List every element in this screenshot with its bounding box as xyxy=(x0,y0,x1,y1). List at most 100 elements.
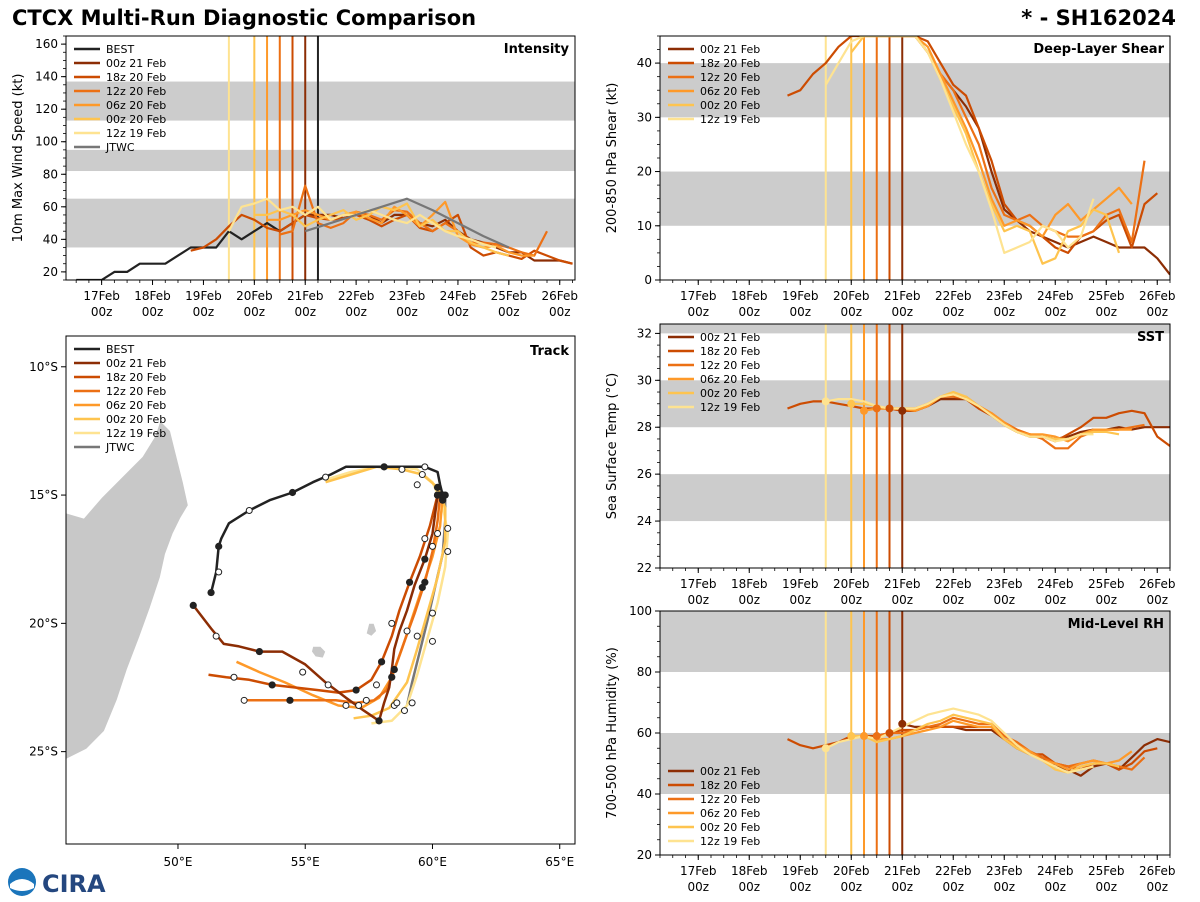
track-xtick-label: 65°E xyxy=(545,855,574,869)
rh-xtick-label: 00z xyxy=(687,880,709,894)
rh-threshold-band xyxy=(660,611,1170,672)
track-position-marker-open xyxy=(400,707,408,715)
sst-xtick-label: 24Feb xyxy=(1037,577,1074,591)
track-position-marker-open xyxy=(418,471,426,479)
sst-init-marker-00z-20-feb xyxy=(847,399,856,408)
track-position-marker-open xyxy=(322,473,330,481)
track-legend-label-00z-20-feb: 00z 20 Feb xyxy=(106,413,166,426)
track-position-marker xyxy=(375,717,383,725)
track-position-marker-open xyxy=(408,699,416,707)
rh-xtick-label: 24Feb xyxy=(1037,864,1074,878)
shear-xtick-label: 17Feb xyxy=(680,289,717,303)
track-series-best xyxy=(209,465,444,593)
track-position-marker-open xyxy=(421,463,429,471)
sst-ytick-label: 24 xyxy=(637,514,652,528)
track-legend-label-06z-20-feb: 06z 20 Feb xyxy=(106,399,166,412)
sst-xtick-label: 00z xyxy=(942,593,964,607)
intensity-xtick-label: 00z xyxy=(294,305,316,319)
track-position-marker-open xyxy=(362,696,370,704)
shear-threshold-band xyxy=(660,171,1170,226)
rh-legend-label-06z-20-feb: 06z 20 Feb xyxy=(700,807,760,820)
intensity-xtick-label: 00z xyxy=(193,305,215,319)
track-position-marker-open xyxy=(324,681,332,689)
rh-xtick-label: 00z xyxy=(789,880,811,894)
track-position-marker-open xyxy=(444,524,452,532)
intensity-legend-label-best: BEST xyxy=(106,43,134,56)
shear-title: Deep-Layer Shear xyxy=(1033,42,1164,57)
rh-ytick-label: 80 xyxy=(637,665,652,679)
rh-xtick-label: 17Feb xyxy=(680,864,717,878)
track-legend-label-12z-20-feb: 12z 20 Feb xyxy=(106,385,166,398)
shear-legend-label-12z-19-feb: 12z 19 Feb xyxy=(700,113,760,126)
rh-ylabel: 700-500 hPa Humidity (%) xyxy=(605,647,620,819)
track-legend-label-best: BEST xyxy=(106,343,134,356)
shear-legend-label-00z-20-feb: 00z 20 Feb xyxy=(700,99,760,112)
track-position-marker xyxy=(418,583,426,592)
track-xtick-label: 55°E xyxy=(291,855,320,869)
sst-ytick-label: 26 xyxy=(637,467,652,481)
rh-ytick-label: 20 xyxy=(637,848,652,862)
intensity-series-18z-20-feb xyxy=(190,213,573,265)
intensity-ytick-label: 120 xyxy=(35,102,58,116)
rh-xtick-label: 00z xyxy=(891,880,913,894)
intensity-legend-label-00z-21-feb: 00z 21 Feb xyxy=(106,57,166,70)
shear-xtick-label: 00z xyxy=(1095,305,1117,319)
rh-xtick-label: 26Feb xyxy=(1139,864,1176,878)
intensity-title: Intensity xyxy=(504,42,570,57)
track-position-marker-open xyxy=(299,668,307,676)
track-position-marker xyxy=(405,578,414,586)
track-position-marker xyxy=(207,588,215,597)
sst-xtick-label: 20Feb xyxy=(833,577,870,591)
sst-series-12z-19-feb xyxy=(825,393,1094,443)
shear-ytick-label: 20 xyxy=(637,165,652,179)
shear-ylabel: 200-850 hPa Shear (kt) xyxy=(605,83,620,234)
shear-xtick-label: 22Feb xyxy=(935,289,972,303)
track-position-marker xyxy=(215,542,223,550)
shear-xtick-label: 00z xyxy=(687,305,709,319)
sst-plot-area xyxy=(660,324,1170,568)
sst-ytick-label: 22 xyxy=(637,561,652,575)
sst-xtick-label: 25Feb xyxy=(1088,577,1125,591)
sst-xtick-label: 00z xyxy=(840,593,862,607)
rh-xtick-label: 25Feb xyxy=(1088,864,1125,878)
intensity-plot-area xyxy=(66,36,575,280)
rh-legend-label-12z-20-feb: 12z 20 Feb xyxy=(700,793,760,806)
track-position-marker-open xyxy=(403,627,411,635)
track-position-marker-open xyxy=(421,535,429,543)
track-position-marker xyxy=(388,673,396,681)
intensity-ytick-label: 20 xyxy=(43,265,58,279)
panel-intensity: 20 40 60 80 100 120 140 160 17Feb 00z 18Feb 00z 19Fe… xyxy=(11,35,578,319)
shear-xtick-label: 25Feb xyxy=(1088,289,1125,303)
land-madagascar xyxy=(66,420,189,760)
shear-ytick-label: 10 xyxy=(637,219,652,233)
sst-init-marker-00z-21-feb xyxy=(898,406,907,415)
track-position-marker xyxy=(433,483,442,491)
rh-xtick-label: 18Feb xyxy=(731,864,768,878)
track-position-marker xyxy=(189,601,197,609)
track-title: Track xyxy=(530,344,569,359)
rh-series-12z-19-feb xyxy=(825,707,1094,774)
shear-xtick-label: 23Feb xyxy=(986,289,1023,303)
shear-series-12z-19-feb xyxy=(824,36,1095,254)
intensity-legend-label-12z-19-feb: 12z 19 Feb xyxy=(106,127,166,140)
track-position-marker-open xyxy=(245,506,253,514)
track-position-marker-open xyxy=(398,465,406,473)
rh-xtick-label: 00z xyxy=(1095,880,1117,894)
panel-sst: 22 24 26 28 30 32 17Feb 00z 18Feb 00z 19Feb 00z 20Fe… xyxy=(605,323,1176,607)
sst-legend-label-12z-19-feb: 12z 19 Feb xyxy=(700,401,760,414)
storm-id: * - SH162024 xyxy=(1021,6,1176,30)
shear-xtick-label: 00z xyxy=(738,305,760,319)
rh-xtick-label: 00z xyxy=(942,880,964,894)
track-position-marker-open xyxy=(240,696,248,704)
shear-xtick-label: 20Feb xyxy=(833,289,870,303)
intensity-xtick-label: 00z xyxy=(244,305,266,319)
shear-xtick-label: 19Feb xyxy=(782,289,819,303)
rh-xtick-label: 23Feb xyxy=(986,864,1023,878)
sst-legend-label-06z-20-feb: 06z 20 Feb xyxy=(700,373,760,386)
shear-xtick-label: 26Feb xyxy=(1139,289,1176,303)
rh-plot-area xyxy=(660,611,1170,855)
rh-legend-label-12z-19-feb: 12z 19 Feb xyxy=(700,835,760,848)
intensity-series-jtwc xyxy=(304,197,510,249)
intensity-xtick-label: 20Feb xyxy=(236,289,273,303)
